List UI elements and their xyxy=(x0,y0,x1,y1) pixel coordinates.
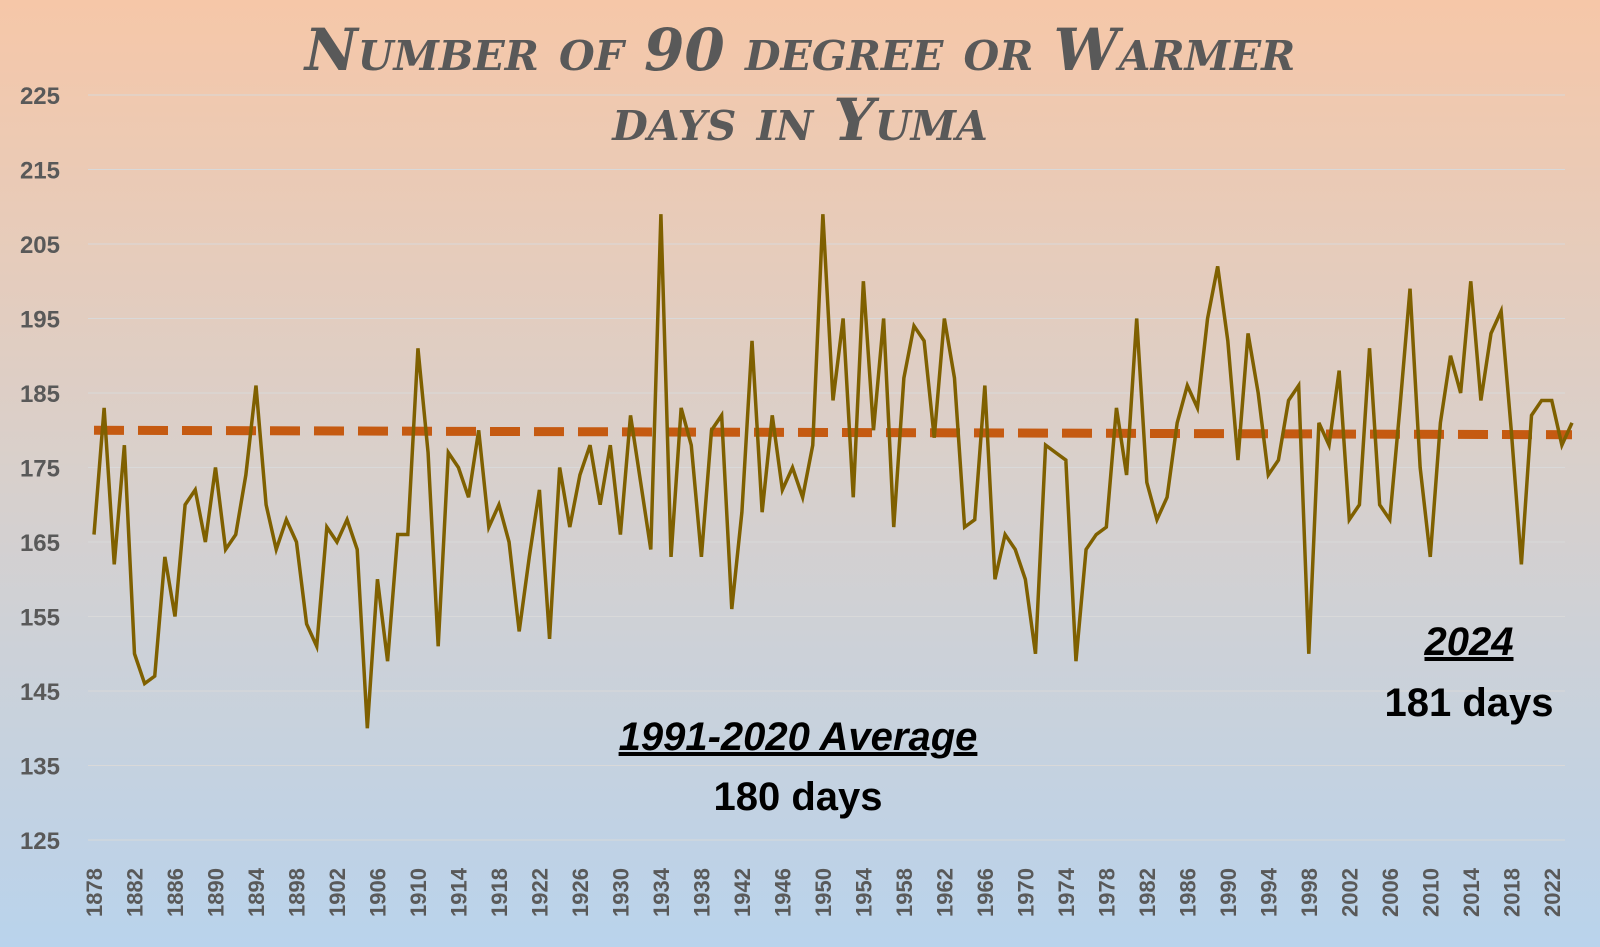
latest-annotation-label: 2024 xyxy=(1424,620,1514,664)
y-tick-label: 175 xyxy=(20,456,60,483)
average-dashed-line xyxy=(93,425,1573,440)
y-tick-label: 225 xyxy=(20,83,60,110)
x-tick-label: 1994 xyxy=(1256,867,1281,917)
average-annotation-value: 180 days xyxy=(713,775,882,819)
x-tick-label: 1962 xyxy=(932,868,957,917)
y-tick-label: 205 xyxy=(20,232,60,259)
x-tick-label: 2006 xyxy=(1378,868,1403,917)
x-tick-label: 1922 xyxy=(527,868,552,917)
x-tick-label: 2022 xyxy=(1540,868,1565,917)
x-tick-label: 1914 xyxy=(446,867,471,917)
series-line-90-degree-days xyxy=(92,214,1574,729)
x-tick-label: 1898 xyxy=(284,868,309,917)
chart-title-line2: days in Yuma xyxy=(611,86,988,154)
x-tick-label: 1906 xyxy=(365,868,390,917)
x-tick-label: 1966 xyxy=(973,868,998,917)
x-tick-label: 1986 xyxy=(1175,868,1200,917)
latest-annotation-value: 181 days xyxy=(1384,681,1553,725)
x-tick-label: 1910 xyxy=(406,868,431,917)
y-tick-label: 215 xyxy=(20,158,60,185)
x-tick-label: 1934 xyxy=(649,867,674,917)
x-tick-label: 1946 xyxy=(770,868,795,917)
x-tick-label: 2018 xyxy=(1499,868,1524,917)
y-axis-ticks: 125 135 145 155 165 175 185 195 205 215 225 xyxy=(20,83,60,855)
series-layer xyxy=(92,214,1574,729)
x-tick-label: 1990 xyxy=(1216,868,1241,917)
x-tick-label: 1950 xyxy=(811,868,836,917)
y-tick-label: 135 xyxy=(20,754,60,781)
x-tick-label: 1938 xyxy=(689,868,714,917)
average-annotation-label: 1991-2020 Average xyxy=(619,715,978,759)
x-tick-label: 1998 xyxy=(1297,868,1322,917)
x-tick-label: 1902 xyxy=(325,868,350,917)
x-tick-label: 1970 xyxy=(1013,868,1038,917)
x-axis-ticks: 1878 1882 1886 1890 1894 1898 1902 1906 1910 1914… xyxy=(82,867,1565,917)
x-tick-label: 1926 xyxy=(568,868,593,917)
y-tick-label: 155 xyxy=(20,605,60,632)
x-tick-label: 1942 xyxy=(730,868,755,917)
y-tick-label: 185 xyxy=(20,381,60,408)
y-tick-label: 195 xyxy=(20,307,60,334)
chart-title-line1: Number of 90 degree or Warmer xyxy=(303,16,1296,84)
x-tick-label: 1882 xyxy=(122,868,147,917)
x-tick-label: 1894 xyxy=(244,867,269,917)
y-tick-label: 145 xyxy=(20,679,60,706)
x-tick-label: 1918 xyxy=(487,868,512,917)
x-tick-label: 1958 xyxy=(892,868,917,917)
gridlines xyxy=(88,94,1565,841)
x-tick-label: 2002 xyxy=(1337,868,1362,917)
x-tick-label: 1978 xyxy=(1094,868,1119,917)
y-tick-label: 165 xyxy=(20,530,60,557)
x-tick-label: 1974 xyxy=(1054,867,1079,917)
x-tick-label: 1878 xyxy=(82,868,107,917)
x-tick-label: 1890 xyxy=(203,868,228,917)
x-tick-label: 1954 xyxy=(851,867,876,917)
x-tick-label: 2014 xyxy=(1459,867,1484,917)
x-tick-label: 1982 xyxy=(1135,868,1160,917)
x-tick-label: 1886 xyxy=(163,868,188,917)
y-tick-label: 125 xyxy=(20,828,60,855)
x-tick-label: 1930 xyxy=(608,868,633,917)
x-tick-label: 2010 xyxy=(1418,868,1443,917)
